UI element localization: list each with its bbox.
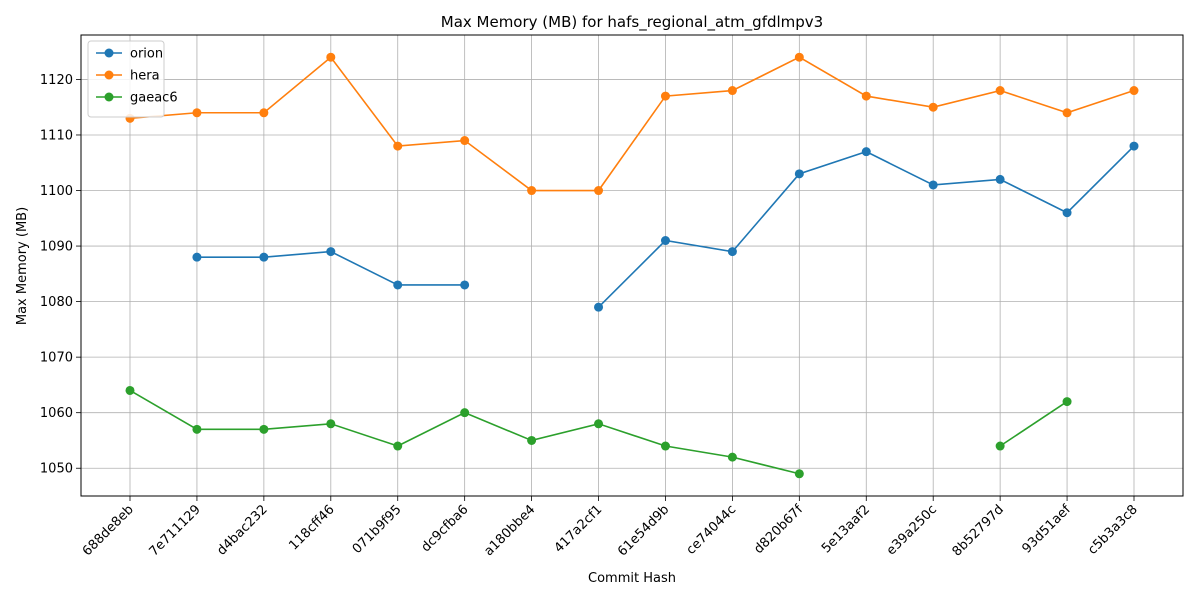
series-line-hera bbox=[129, 56, 1135, 192]
x-tick-label: 5e13aaf2 bbox=[819, 502, 873, 556]
data-point-gaeac6 bbox=[125, 385, 135, 395]
legend-label-orion: orion bbox=[130, 47, 163, 62]
data-point-hera bbox=[727, 86, 737, 96]
data-point-hera bbox=[527, 186, 537, 196]
y-tick-label: 1100 bbox=[40, 184, 73, 199]
plot-frame bbox=[80, 34, 1184, 497]
y-tick-label: 1120 bbox=[40, 73, 73, 88]
legend: orion hera gaeac6 bbox=[87, 40, 178, 118]
data-point-hera bbox=[192, 108, 202, 118]
x-tick-label: 118cff46 bbox=[286, 502, 337, 553]
data-point-orion bbox=[326, 247, 336, 257]
data-point-gaeac6 bbox=[460, 408, 470, 418]
y-tick-label: 1060 bbox=[40, 406, 73, 421]
x-tick-label: d820b67f bbox=[751, 502, 806, 557]
legend-marker-hera bbox=[104, 70, 114, 80]
y-tick-label: 1080 bbox=[40, 295, 73, 310]
data-point-hera bbox=[660, 91, 670, 101]
x-tick-label: a180bbe4 bbox=[481, 502, 538, 559]
data-point-orion bbox=[794, 169, 804, 179]
grid-lines bbox=[81, 35, 1183, 496]
data-point-gaeac6 bbox=[192, 424, 202, 434]
y-tick-label: 1050 bbox=[40, 462, 73, 477]
x-axis-ticks: 688de8eb 7e711129 d4bac232 118cff46 071b9f95… bbox=[80, 496, 1141, 560]
data-point-gaeac6 bbox=[660, 441, 670, 451]
data-point-hera bbox=[861, 91, 871, 101]
x-tick-label: d4bac232 bbox=[214, 502, 270, 558]
x-tick-label: 417a2cf1 bbox=[552, 502, 606, 556]
data-point-orion bbox=[995, 174, 1005, 184]
series-gaeac6 bbox=[125, 385, 1072, 479]
data-point-hera bbox=[259, 108, 269, 118]
data-point-hera bbox=[393, 141, 403, 151]
data-point-orion bbox=[594, 302, 604, 312]
series-line-gaeac6 bbox=[999, 400, 1068, 447]
x-tick-label: e39a250c bbox=[884, 502, 940, 558]
data-point-hera bbox=[460, 136, 470, 146]
y-axis-ticks: 1050 1060 1070 1080 1090 1100 1110 1120 bbox=[40, 73, 81, 477]
data-point-orion bbox=[861, 147, 871, 157]
data-point-orion bbox=[1129, 141, 1139, 151]
data-point-gaeac6 bbox=[527, 435, 537, 445]
legend-label-gaeac6: gaeac6 bbox=[130, 91, 178, 106]
data-point-orion bbox=[727, 247, 737, 257]
x-axis-label: Commit Hash bbox=[588, 571, 676, 586]
data-point-hera bbox=[326, 52, 336, 62]
x-tick-label: 61e54d9b bbox=[615, 502, 672, 559]
data-point-hera bbox=[794, 52, 804, 62]
data-point-hera bbox=[995, 86, 1005, 96]
data-point-orion bbox=[259, 252, 269, 262]
data-point-orion bbox=[192, 252, 202, 262]
data-point-hera bbox=[1062, 108, 1072, 118]
x-tick-label: 688de8eb bbox=[80, 502, 137, 559]
x-tick-label: 93d51aef bbox=[1020, 502, 1075, 557]
x-tick-label: 071b9f95 bbox=[350, 502, 405, 557]
data-point-gaeac6 bbox=[259, 424, 269, 434]
data-point-gaeac6 bbox=[393, 441, 403, 451]
x-tick-label: c5b3a3c8 bbox=[1085, 502, 1141, 558]
y-tick-label: 1070 bbox=[40, 351, 73, 366]
legend-marker-gaeac6 bbox=[104, 92, 114, 102]
data-point-hera bbox=[928, 102, 938, 112]
legend-label-hera: hera bbox=[130, 69, 160, 84]
y-axis-label: Max Memory (MB) bbox=[15, 207, 30, 325]
data-point-orion bbox=[460, 280, 470, 290]
chart-title: Max Memory (MB) for hafs_regional_atm_gf… bbox=[441, 13, 823, 32]
data-point-gaeac6 bbox=[326, 419, 336, 429]
data-point-orion bbox=[660, 236, 670, 246]
series-orion bbox=[192, 141, 1139, 312]
data-point-orion bbox=[393, 280, 403, 290]
data-point-gaeac6 bbox=[995, 441, 1005, 451]
y-tick-label: 1090 bbox=[40, 240, 73, 255]
x-tick-label: 8b52797d bbox=[950, 502, 1007, 559]
data-point-orion bbox=[928, 180, 938, 190]
y-tick-label: 1110 bbox=[40, 128, 73, 143]
series-hera bbox=[125, 52, 1139, 196]
x-tick-label: ce74044c bbox=[684, 502, 740, 558]
legend-marker-orion bbox=[104, 48, 114, 58]
data-point-hera bbox=[594, 186, 604, 196]
data-point-gaeac6 bbox=[794, 469, 804, 479]
data-point-gaeac6 bbox=[727, 452, 737, 462]
x-tick-label: dc9cfba6 bbox=[419, 502, 472, 555]
data-point-gaeac6 bbox=[594, 419, 604, 429]
data-point-orion bbox=[1062, 208, 1072, 218]
data-point-gaeac6 bbox=[1062, 397, 1072, 407]
data-point-hera bbox=[1129, 86, 1139, 96]
series-layer bbox=[125, 52, 1139, 479]
x-tick-label: 7e711129 bbox=[147, 502, 204, 559]
